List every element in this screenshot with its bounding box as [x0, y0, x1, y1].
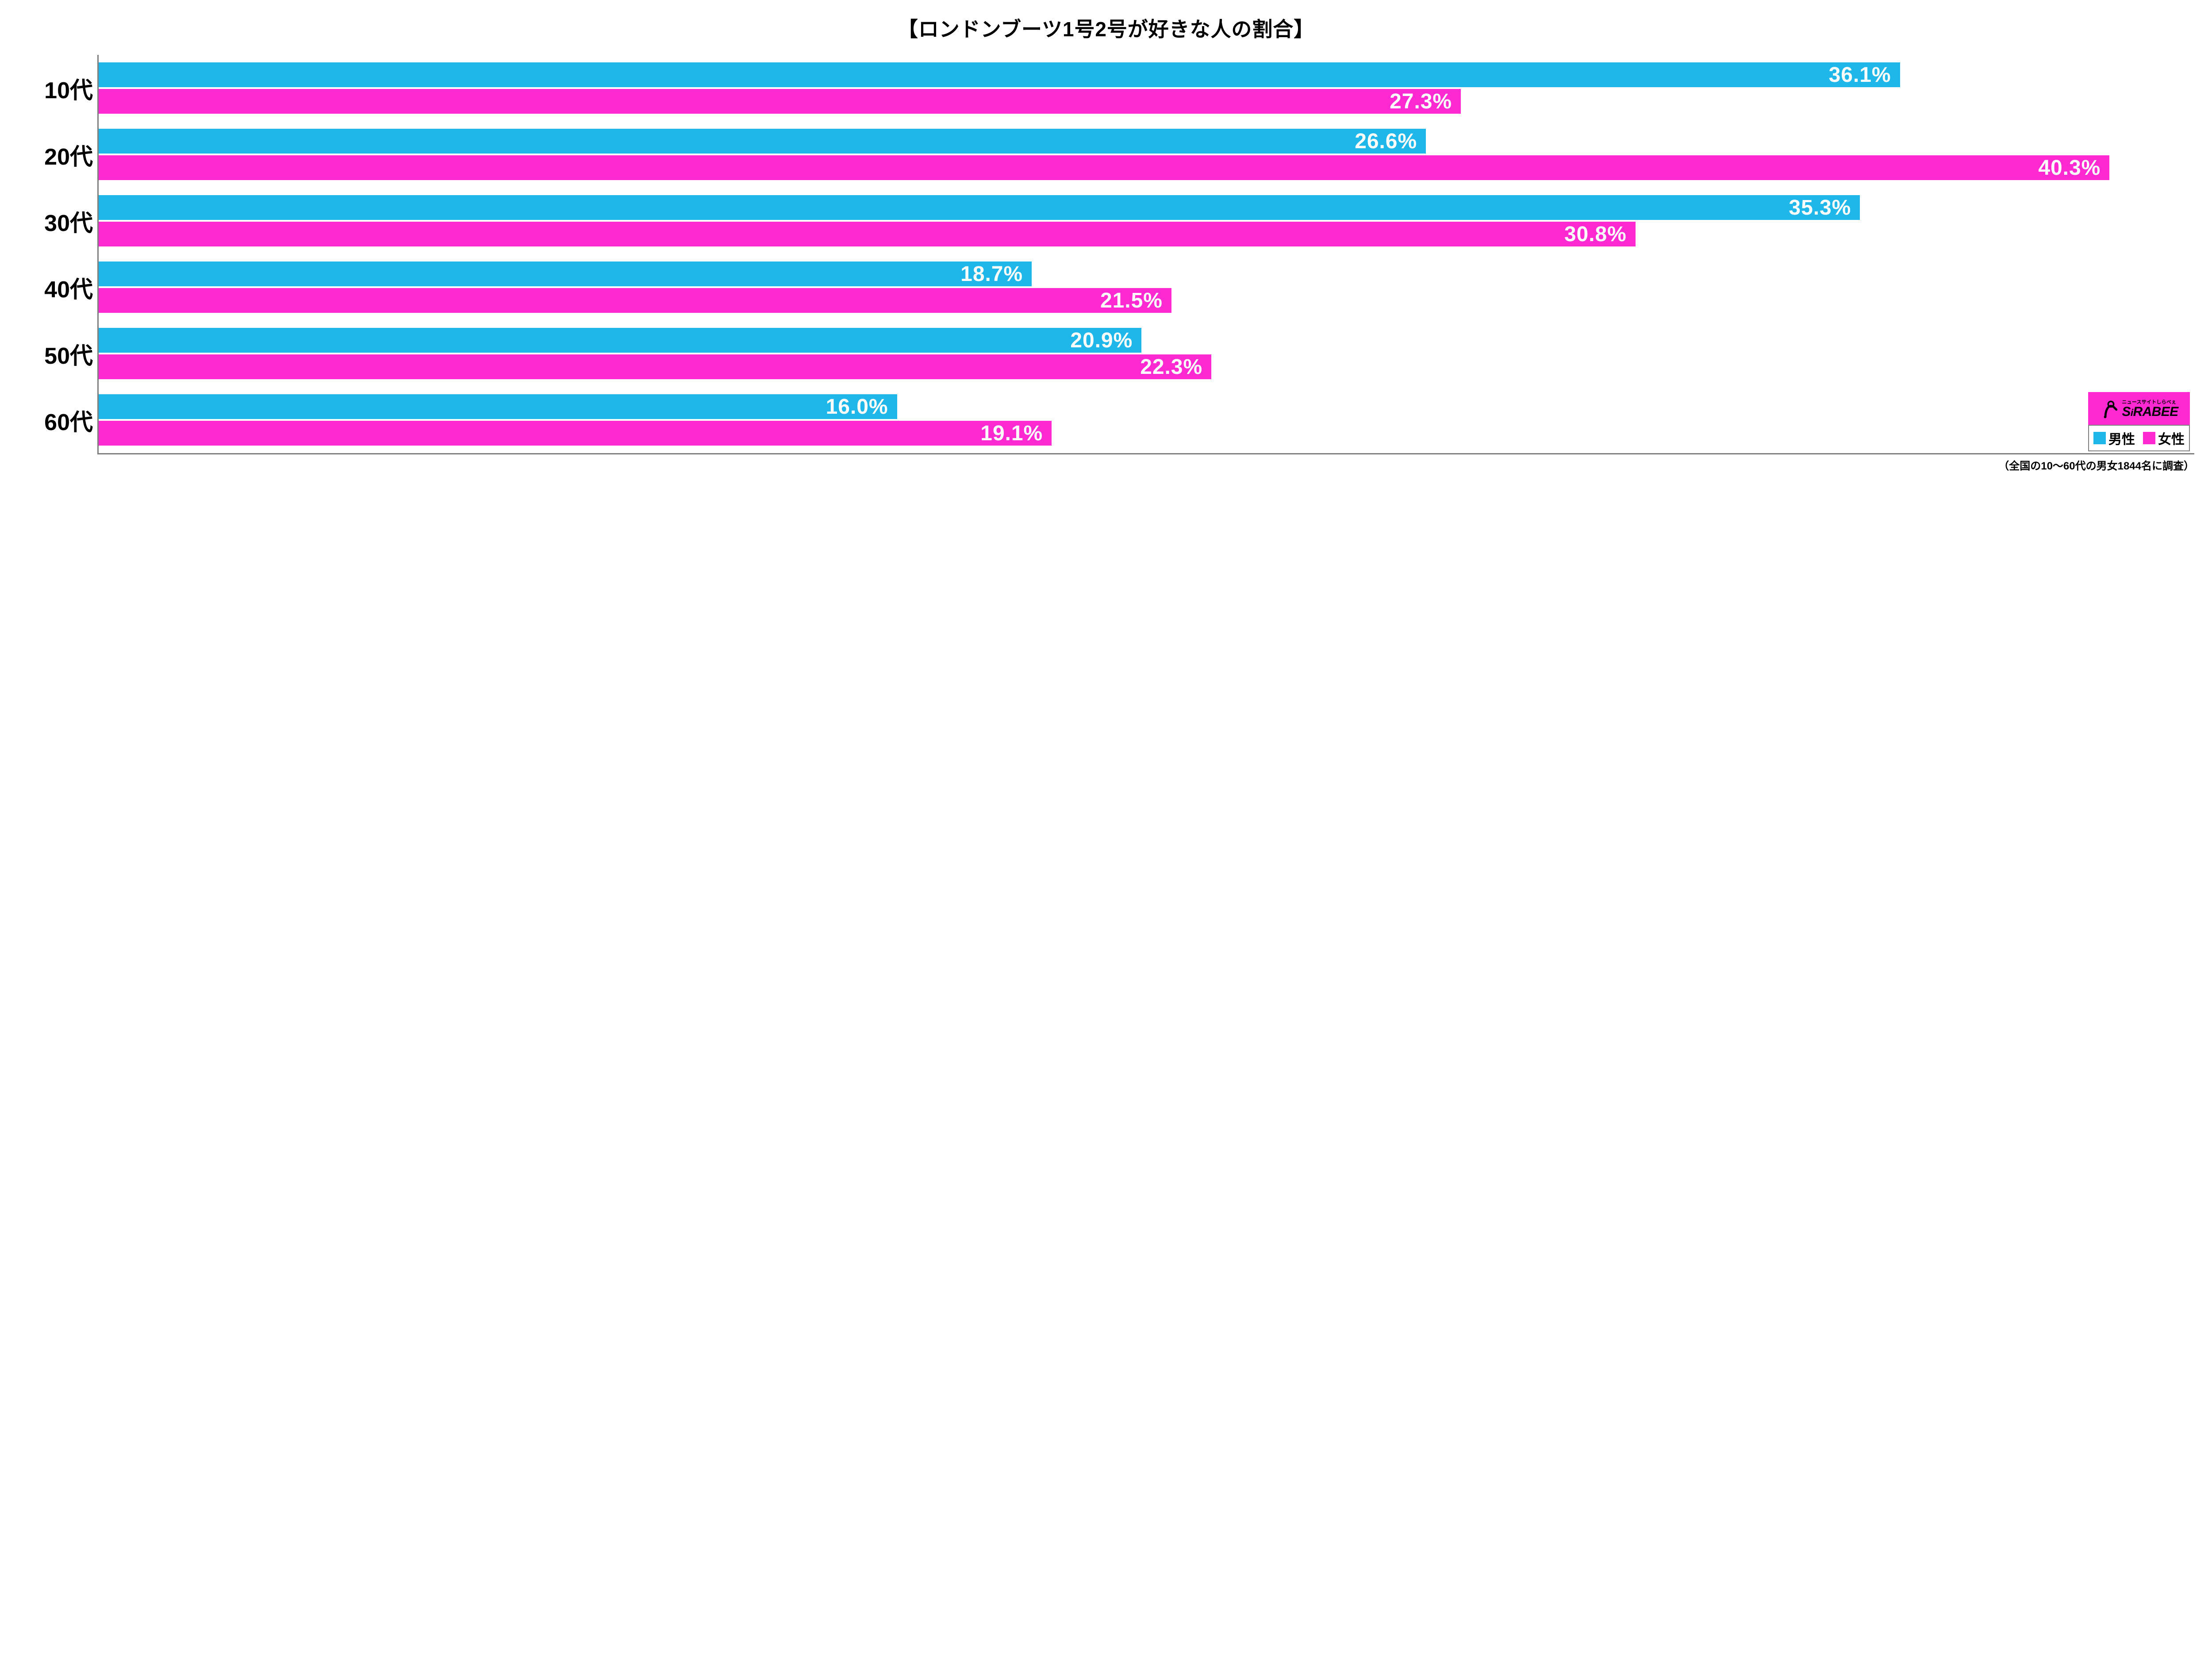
- legend-row: 男性 女性: [2088, 425, 2190, 451]
- survey-footnote: （全国の10〜60代の男女1844名に調査）: [18, 457, 2194, 473]
- bar-value-label: 40.3%: [2038, 156, 2109, 180]
- sirabee-logo: ニュースサイトしらべぇ SiRABEE: [2088, 392, 2190, 425]
- bar-male: 26.6%: [99, 129, 1426, 154]
- bar-value-label: 30.8%: [1564, 222, 1636, 246]
- legend-item-female: 女性: [2143, 428, 2185, 448]
- sirabee-logo-text: ニュースサイトしらべぇ SiRABEE: [2122, 398, 2178, 419]
- category-label: 30代: [18, 188, 97, 254]
- category-label: 20代: [18, 121, 97, 188]
- bar-male: 36.1%: [99, 62, 1900, 87]
- bar-male: 35.3%: [99, 195, 1860, 220]
- bar-value-label: 35.3%: [1789, 196, 1860, 220]
- bar-value-label: 18.7%: [960, 262, 1032, 286]
- bar-male: 18.7%: [99, 262, 1032, 286]
- bar-group: 16.0% 19.1%: [99, 387, 2194, 453]
- bar-value-label: 22.3%: [1140, 355, 1211, 379]
- bar-value-label: 21.5%: [1100, 288, 1171, 313]
- bar-male: 20.9%: [99, 328, 1141, 353]
- legend-label: 男性: [2108, 428, 2135, 448]
- bar-female: 27.3%: [99, 89, 1461, 114]
- category-label: 40代: [18, 254, 97, 320]
- legend-item-male: 男性: [2093, 428, 2135, 448]
- bar-value-label: 20.9%: [1070, 328, 1141, 353]
- sirabee-icon: [2100, 399, 2119, 418]
- bar-group: 20.9%22.3%: [99, 320, 2194, 387]
- category-label: 50代: [18, 320, 97, 387]
- bar-group: 26.6% 40.3%: [99, 121, 2194, 188]
- sirabee-wordmark: SiRABEE: [2122, 405, 2178, 419]
- bar-group: 36.1% 27.3%: [99, 55, 2194, 121]
- bar-male: 16.0%: [99, 394, 897, 419]
- bar-female: 22.3%: [99, 354, 1211, 379]
- bar-group: 35.3% 30.8%: [99, 188, 2194, 254]
- bar-female: 19.1%: [99, 421, 1052, 446]
- bar-value-label: 36.1%: [1829, 63, 1900, 87]
- category-label: 10代: [18, 55, 97, 121]
- legend-swatch-female: [2143, 432, 2155, 444]
- bar-value-label: 27.3%: [1390, 89, 1461, 114]
- bar-value-label: 26.6%: [1355, 129, 1426, 154]
- bar-group: 18.7% 21.5%: [99, 254, 2194, 320]
- legend-label: 女性: [2158, 428, 2185, 448]
- bar-value-label: 19.1%: [980, 421, 1052, 446]
- category-label: 60代: [18, 387, 97, 453]
- bar-female: 21.5%: [99, 288, 1171, 313]
- legend-swatch-male: [2093, 432, 2106, 444]
- bar-value-label: 16.0%: [826, 395, 897, 419]
- chart-title: 【ロンドンブーツ1号2号が好きな人の割合】: [18, 13, 2194, 42]
- chart: 10代20代30代40代50代60代 36.1%27.3%26.6%40.3%3…: [18, 55, 2194, 454]
- y-axis-labels: 10代20代30代40代50代60代: [18, 55, 97, 454]
- plot-area: 36.1% 27.3% 26.6% 40.3% 35.3% 30.8% 18.7% 21.5%…: [97, 55, 2194, 454]
- bar-female: 40.3%: [99, 155, 2109, 180]
- bar-female: 30.8%: [99, 222, 1636, 246]
- chart-container: 10代20代30代40代50代60代 36.1%27.3%26.6%40.3%3…: [18, 55, 2194, 454]
- legend: ニュースサイトしらべぇ SiRABEE 男性 女性: [2088, 392, 2190, 451]
